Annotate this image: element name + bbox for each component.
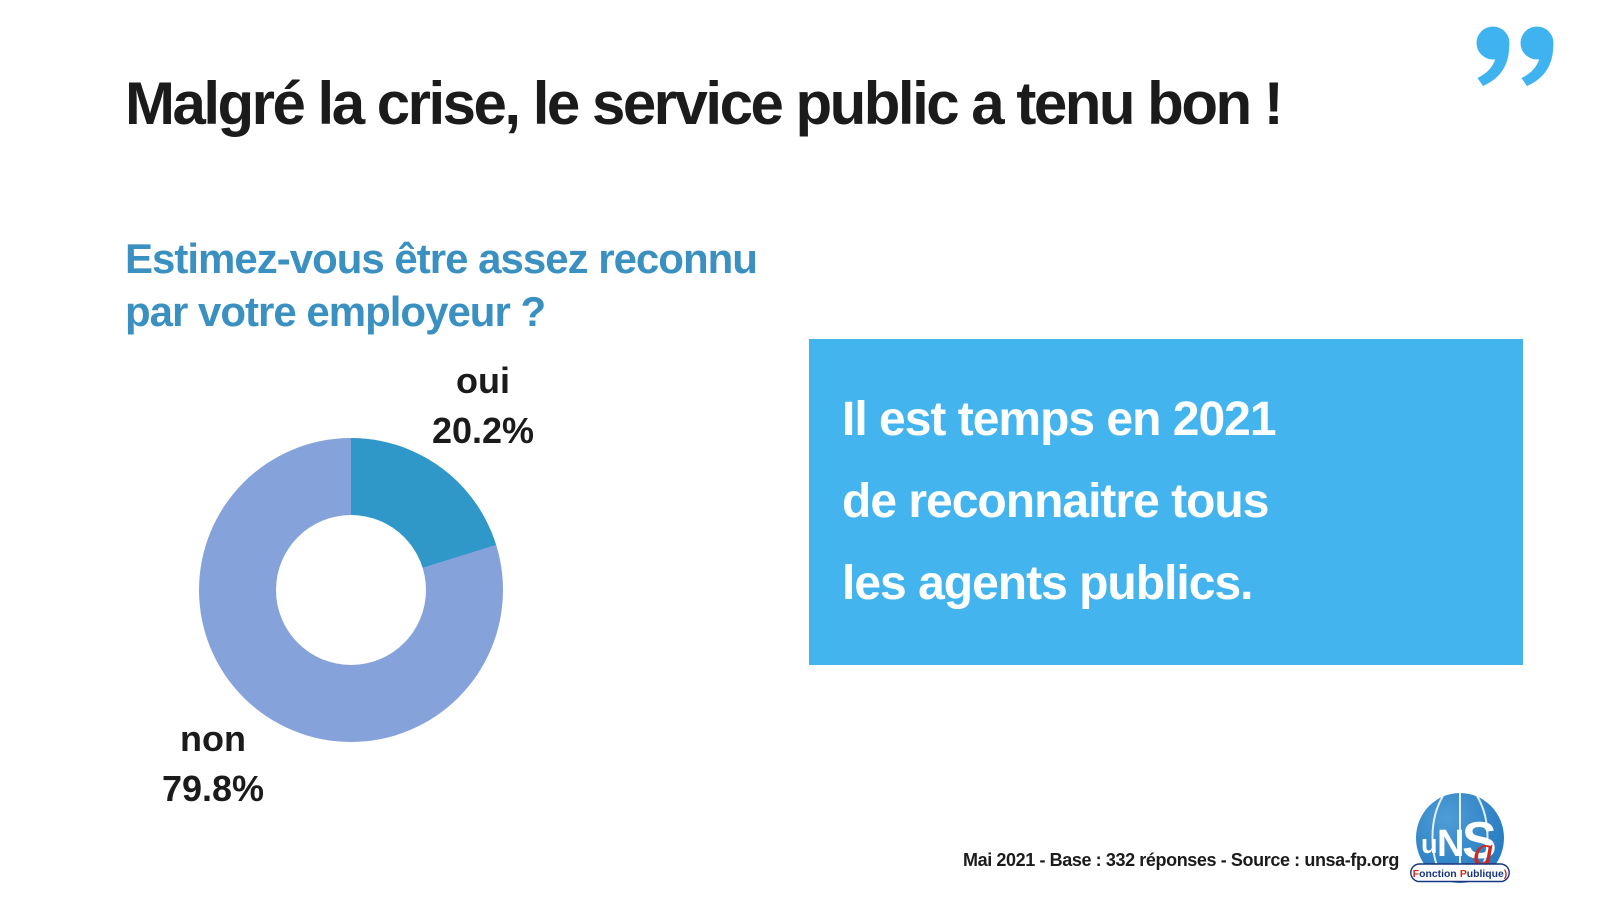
- page-title: Malgré la crise, le service public a ten…: [125, 70, 1284, 137]
- donut-chart: [199, 438, 503, 742]
- slice-label-oui-name: oui: [456, 360, 510, 401]
- slice-label-non: non 79.8%: [123, 714, 303, 814]
- logo-banner-f: F: [1413, 869, 1419, 880]
- callout-box: Il est temps en 2021 de reconnaitre tous…: [809, 339, 1523, 665]
- survey-question-line-1: Estimez-vous être assez reconnu: [125, 235, 758, 282]
- logo-banner: Fonction Publique): [1410, 863, 1510, 883]
- logo-letter-n: N: [1437, 823, 1464, 865]
- slice-label-oui: oui 20.2%: [393, 356, 573, 456]
- slice-label-non-name: non: [180, 718, 246, 759]
- source-note: Mai 2021 - Base : 332 réponses - Source …: [963, 850, 1399, 870]
- logo-letter-s: S: [1462, 812, 1497, 870]
- logo-letter-u: u: [1421, 829, 1438, 859]
- quote-comma-1: [1476, 26, 1510, 86]
- slice-label-non-value: 79.8%: [161, 768, 265, 809]
- unsa-logo: u N S a Fonction Publique): [1410, 793, 1510, 883]
- quote-icon: [1476, 26, 1554, 86]
- survey-question: Estimez-vous être assez reconnu par votr…: [125, 232, 825, 338]
- quote-comma-2: [1520, 26, 1554, 86]
- donut-hole: [276, 515, 426, 665]
- logo-banner-onction: onction: [1419, 869, 1457, 880]
- slice-label-oui-value: 20.2%: [431, 410, 535, 451]
- callout-line-1: Il est temps en 2021: [842, 393, 1277, 446]
- logo-banner-p: P: [1460, 869, 1467, 880]
- logo-banner-swoosh: ): [1504, 869, 1507, 880]
- logo-banner-ublique: ublique: [1467, 869, 1504, 880]
- callout-line-3: les agents publics.: [842, 557, 1253, 610]
- survey-question-line-2: par votre employeur ?: [125, 288, 546, 335]
- callout-line-2: de reconnaitre tous: [842, 475, 1269, 528]
